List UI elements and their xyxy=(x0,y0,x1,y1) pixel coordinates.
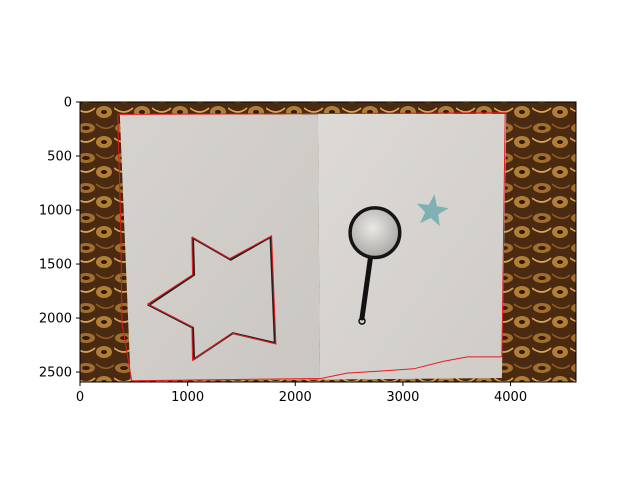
magnifier-handle xyxy=(359,253,374,321)
y-tick-label: 0 xyxy=(64,96,72,111)
magnifier xyxy=(348,206,402,325)
small-teal-star xyxy=(416,194,449,227)
detected-paper-contour xyxy=(117,112,506,382)
y-tick-label: 500 xyxy=(47,150,72,165)
y-axis-ticks: 0 500 1000 1500 2000 2500 xyxy=(39,96,80,381)
magnifier-handle-end xyxy=(358,317,366,325)
paper-sheet-left xyxy=(119,114,320,381)
y-tick-label: 2000 xyxy=(39,312,72,327)
magnifier-lens xyxy=(348,206,402,260)
y-tick-label: 2500 xyxy=(39,366,72,381)
detected-star-contour xyxy=(146,235,277,362)
x-tick-label: 2000 xyxy=(279,390,312,405)
x-tick-label: 4000 xyxy=(494,390,527,405)
axes-frame xyxy=(79,101,577,383)
x-tick-label: 0 xyxy=(76,390,84,405)
axes-area xyxy=(80,102,576,382)
x-axis-ticks: 0 1000 2000 3000 4000 xyxy=(76,382,527,405)
x-tick-label: 1000 xyxy=(171,390,204,405)
x-tick-label: 3000 xyxy=(386,390,419,405)
y-tick-label: 1500 xyxy=(39,258,72,273)
paper-sheet-right xyxy=(317,113,507,380)
y-tick-label: 1000 xyxy=(39,204,72,219)
